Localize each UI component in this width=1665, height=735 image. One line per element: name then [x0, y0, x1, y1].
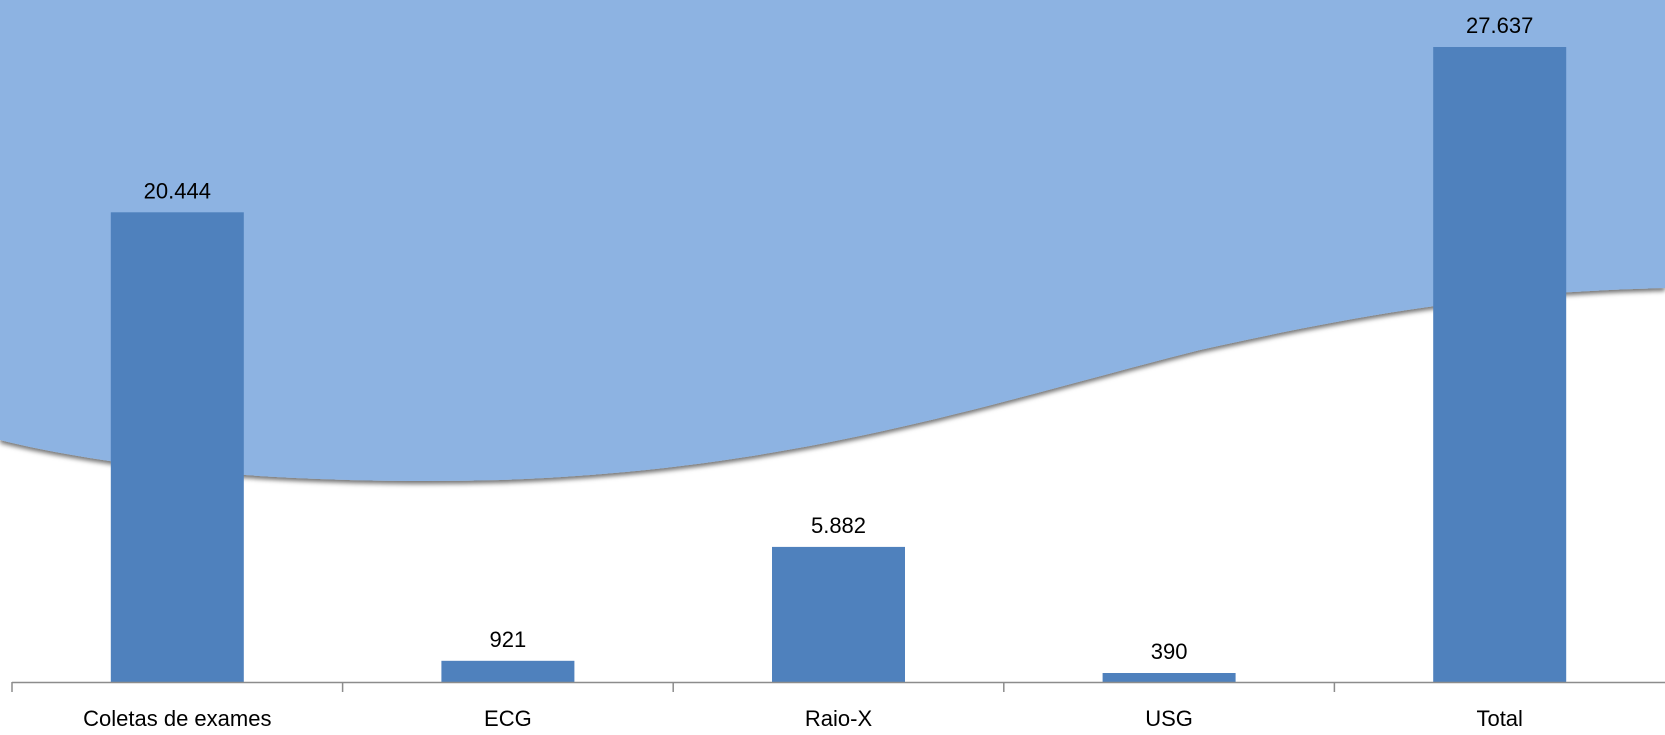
x-tick-label-ecg: ECG: [484, 706, 532, 730]
data-labels-layer: 20.444 921 5.882 390 27.637: [144, 13, 1534, 664]
x-tick-label-usg: USG: [1145, 706, 1193, 730]
x-tick-label-total: Total: [1476, 706, 1522, 730]
data-label-coletas-de-exames: 20.444: [144, 178, 211, 203]
background-wave-decoration: [0, 0, 1665, 481]
x-axis: Coletas de exames ECG Raio-X USG Total: [11, 681, 1665, 731]
x-tick-label-raio-x: Raio-X: [805, 706, 873, 730]
bar-raio-x: [772, 546, 905, 682]
x-tick-label-coletas-de-exames: Coletas de exames: [83, 706, 271, 730]
data-label-raio-x: 5.882: [811, 513, 866, 538]
bar-coletas-de-exames: [110, 212, 244, 683]
data-label-total: 27.637: [1466, 13, 1533, 38]
bar-usg: [1102, 673, 1236, 682]
bars-layer: [110, 47, 1567, 683]
bar-ecg: [441, 660, 575, 682]
data-label-ecg: 921: [490, 627, 527, 652]
data-label-usg: 390: [1151, 639, 1188, 664]
bar-total: [1433, 47, 1567, 682]
